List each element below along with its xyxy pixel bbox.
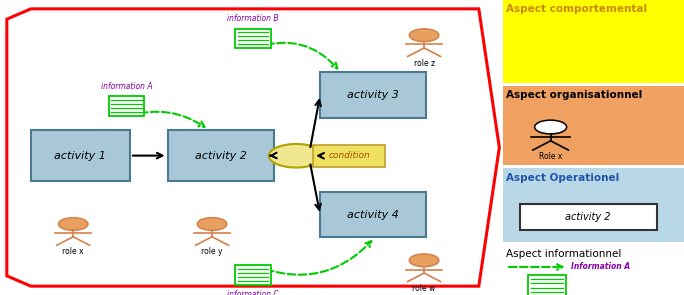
Polygon shape: [7, 9, 499, 286]
Text: role y: role y: [201, 248, 223, 256]
Text: Aspect informationnel: Aspect informationnel: [506, 249, 622, 259]
Text: information C: information C: [227, 290, 279, 295]
FancyBboxPatch shape: [503, 168, 684, 242]
FancyBboxPatch shape: [313, 145, 385, 167]
Circle shape: [197, 218, 227, 230]
FancyBboxPatch shape: [320, 192, 426, 237]
Text: activity 3: activity 3: [347, 90, 399, 100]
FancyBboxPatch shape: [520, 204, 657, 230]
FancyBboxPatch shape: [320, 72, 426, 118]
FancyBboxPatch shape: [235, 29, 271, 48]
Text: Aspect Operationel: Aspect Operationel: [506, 173, 620, 183]
FancyBboxPatch shape: [503, 0, 684, 83]
Text: information B: information B: [227, 14, 279, 23]
FancyBboxPatch shape: [503, 86, 684, 165]
Text: activity 4: activity 4: [347, 210, 399, 219]
Text: role x: role x: [62, 248, 84, 256]
Text: condition: condition: [328, 151, 370, 160]
Text: activity 1: activity 1: [55, 151, 106, 160]
Text: activity 2: activity 2: [195, 151, 246, 160]
Text: role w: role w: [412, 284, 436, 293]
Circle shape: [58, 218, 88, 230]
Circle shape: [269, 144, 324, 168]
FancyBboxPatch shape: [168, 130, 274, 181]
Text: Aspect comportemental: Aspect comportemental: [506, 4, 647, 14]
Text: Aspect organisationnel: Aspect organisationnel: [506, 90, 642, 100]
Text: role z: role z: [414, 59, 434, 68]
Circle shape: [409, 254, 439, 267]
FancyBboxPatch shape: [31, 130, 130, 181]
FancyBboxPatch shape: [235, 265, 271, 285]
Text: information A: information A: [101, 82, 153, 91]
Text: activity 2: activity 2: [566, 212, 611, 222]
FancyBboxPatch shape: [529, 275, 566, 295]
Circle shape: [409, 29, 439, 42]
Text: Role x: Role x: [539, 152, 562, 161]
FancyBboxPatch shape: [109, 96, 144, 116]
Text: Information A: Information A: [571, 263, 630, 271]
Circle shape: [535, 120, 566, 134]
